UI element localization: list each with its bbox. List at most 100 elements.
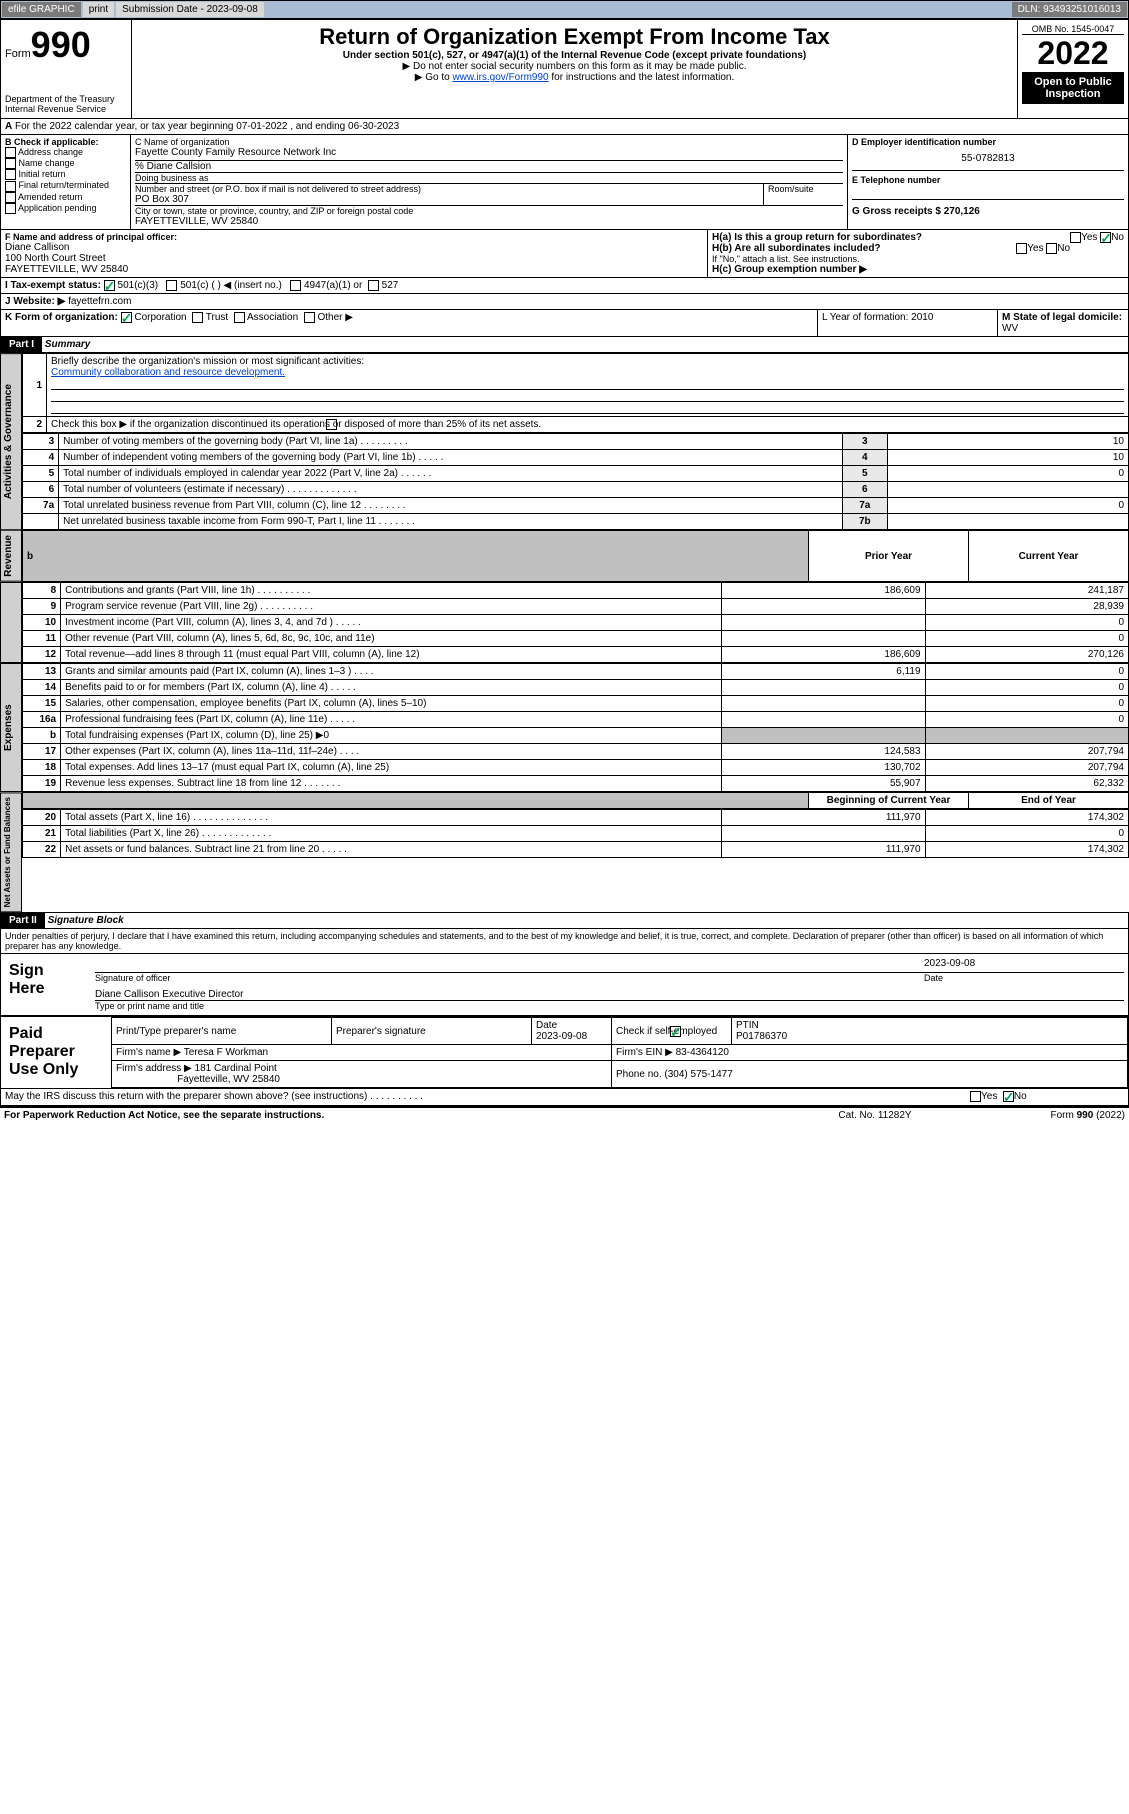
room-label: Room/suite [763, 184, 843, 205]
boxb-opt-checkbox[interactable] [5, 203, 16, 214]
dln-label: DLN: 93493251016013 [1012, 2, 1127, 17]
boxg-label: G Gross receipts $ 270,126 [852, 199, 1124, 217]
hb-note: If "No," attach a list. See instructions… [712, 254, 1124, 264]
boxe-label: E Telephone number [852, 170, 1124, 185]
irs-label: Internal Revenue Service [5, 104, 127, 114]
pt-check-label: Check if self-employed [616, 1026, 717, 1037]
pt-date: 2023-09-08 [536, 1031, 587, 1042]
officer-group-row: F Name and address of principal officer:… [0, 230, 1129, 278]
sign-here-row: Sign Here Signature of officer 2023-09-0… [0, 953, 1129, 1016]
part2-title: Signature Block [48, 915, 124, 926]
sign-here-label: Sign Here [1, 954, 91, 1015]
sig-officer-label: Signature of officer [95, 972, 924, 983]
paid-preparer-row: Paid Preparer Use Only Print/Type prepar… [0, 1016, 1129, 1089]
col-end: End of Year [969, 792, 1129, 808]
part1-label: Part I [1, 337, 42, 352]
addr-label: Number and street (or P.O. box if mail i… [135, 184, 763, 194]
expenses-section: Expenses 13Grants and similar amounts pa… [0, 663, 1129, 792]
ptin-value: P01786370 [736, 1031, 787, 1042]
part1-header: Part I Summary [0, 337, 1129, 353]
501c3-checkbox[interactable] [104, 280, 115, 291]
tax-status-row: I Tax-exempt status: 501(c)(3) 501(c) ( … [0, 278, 1129, 294]
boxb-title: B Check if applicable: [5, 137, 126, 147]
firm-addr2: Fayetteville, WV 25840 [177, 1074, 280, 1085]
discuss-no-checkbox[interactable] [1003, 1091, 1014, 1102]
corp-checkbox[interactable] [121, 312, 132, 323]
vlabel-revenue: Revenue [0, 530, 22, 582]
boxb-opt-checkbox[interactable] [5, 147, 16, 158]
tax-year: 2022 [1022, 35, 1124, 72]
rowm-val: WV [1002, 323, 1018, 334]
col-prior: Prior Year [809, 531, 969, 582]
instructions-link[interactable]: www.irs.gov/Form990 [452, 72, 548, 83]
mission-text: Community collaboration and resource dev… [51, 367, 285, 378]
discuss-yes-checkbox[interactable] [970, 1091, 981, 1102]
hb-yes-checkbox[interactable] [1016, 243, 1027, 254]
col-begin: Beginning of Current Year [809, 792, 969, 808]
pra-notice: For Paperwork Reduction Act Notice, see … [4, 1110, 775, 1121]
vlabel-governance: Activities & Governance [0, 353, 22, 530]
boxb-opt-checkbox[interactable] [5, 169, 16, 180]
sig-name: Diane Callison Executive Director [95, 989, 1124, 1000]
rowl-label: L Year of formation: 2010 [818, 310, 998, 336]
assoc-checkbox[interactable] [234, 312, 245, 323]
subtitle-3b: for instructions and the latest informat… [549, 72, 735, 83]
boxf-label: F Name and address of principal officer: [5, 232, 703, 242]
firm-addr-label: Firm's address ▶ [116, 1063, 192, 1074]
part2-header: Part II Signature Block [0, 912, 1129, 929]
sig-date: 2023-09-08 [924, 958, 1124, 972]
sig-name-label: Type or print name and title [95, 1000, 1124, 1011]
self-employed-checkbox[interactable] [670, 1026, 681, 1037]
phone-label: Phone no. [616, 1069, 662, 1080]
rowk-label: K Form of organization: [5, 312, 118, 323]
ha-yes-checkbox[interactable] [1070, 232, 1081, 243]
submission-date: Submission Date - 2023-09-08 [116, 2, 264, 17]
ptin-label: PTIN [736, 1020, 759, 1031]
boxb-opt-checkbox[interactable] [5, 192, 16, 203]
rowj-label: J Website: ▶ [5, 296, 65, 307]
website-value: fayettefrn.com [68, 296, 131, 307]
form-header: Form990 Department of the Treasury Inter… [0, 19, 1129, 119]
hb-label: H(b) Are all subordinates included? [712, 243, 881, 254]
netassets-section: Net Assets or Fund Balances Beginning of… [0, 792, 1129, 912]
pt-sig-label: Preparer's signature [332, 1018, 532, 1045]
other-checkbox[interactable] [304, 312, 315, 323]
dept-label: Department of the Treasury [5, 94, 127, 104]
label-a: A [5, 121, 12, 132]
rowm-label: M State of legal domicile: [1002, 312, 1122, 323]
boxc-name-label: C Name of organization [135, 137, 843, 147]
boxb-opt-checkbox[interactable] [5, 181, 16, 192]
boxd-label: D Employer identification number [852, 137, 1124, 147]
boxb-opt-checkbox[interactable] [5, 158, 16, 169]
discuss-text: May the IRS discuss this return with the… [1, 1089, 968, 1104]
501c-checkbox[interactable] [166, 280, 177, 291]
street-address: PO Box 307 [135, 194, 763, 205]
form-foot: 990 [1077, 1110, 1094, 1121]
part2-label: Part II [1, 913, 45, 928]
top-bar: efile GRAPHIC print Submission Date - 20… [0, 0, 1129, 19]
officer-name: Diane Callison [5, 242, 703, 253]
vlabel-rev-body [0, 582, 22, 663]
care-of: % Diane Callsion [135, 160, 843, 172]
form-word: Form [5, 48, 31, 60]
info-boxes: B Check if applicable: Address change Na… [0, 135, 1129, 230]
omb-number: OMB No. 1545-0047 [1022, 24, 1124, 35]
col-current: Current Year [969, 531, 1129, 582]
print-button[interactable]: print [83, 2, 114, 17]
hb-no-checkbox[interactable] [1046, 243, 1057, 254]
q1-text: Briefly describe the organization's miss… [51, 356, 364, 367]
phone-value: (304) 575-1477 [664, 1069, 732, 1080]
discuss-row: May the IRS discuss this return with the… [0, 1089, 1129, 1105]
4947-checkbox[interactable] [290, 280, 301, 291]
ha-no-checkbox[interactable] [1100, 232, 1111, 243]
pt-name-label: Print/Type preparer's name [112, 1018, 332, 1045]
527-checkbox[interactable] [368, 280, 379, 291]
discontinue-checkbox[interactable] [326, 419, 337, 430]
efile-label: efile GRAPHIC [2, 2, 81, 17]
trust-checkbox[interactable] [192, 312, 203, 323]
website-row: J Website: ▶ fayettefrn.com [0, 294, 1129, 310]
paid-label: Paid Preparer Use Only [1, 1017, 111, 1088]
firm-name-label: Firm's name ▶ [116, 1047, 181, 1058]
subtitle-2: ▶ Do not enter social security numbers o… [136, 61, 1013, 72]
officer-city: FAYETTEVILLE, WV 25840 [5, 264, 703, 275]
